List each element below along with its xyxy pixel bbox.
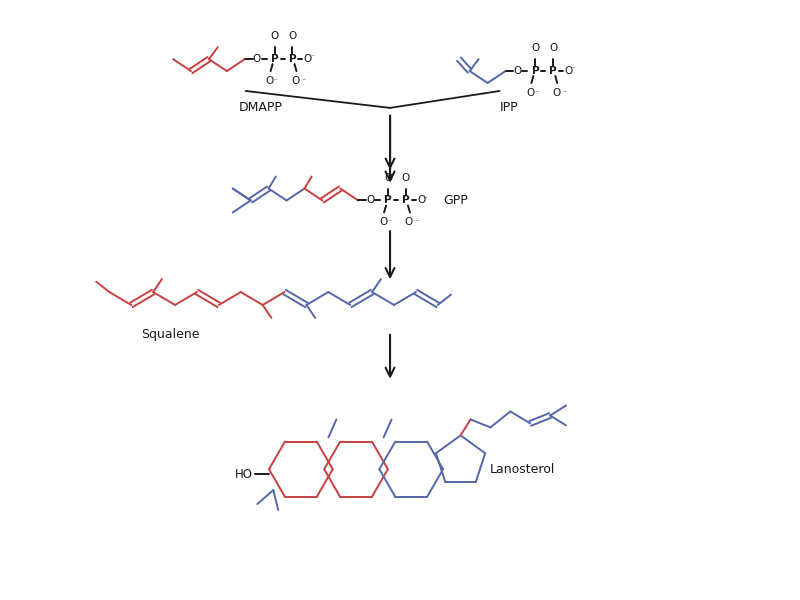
Text: P: P xyxy=(402,196,410,205)
Text: IPP: IPP xyxy=(500,101,519,114)
Text: O: O xyxy=(526,88,534,98)
Text: O: O xyxy=(384,173,392,182)
Text: P: P xyxy=(270,54,278,64)
Text: O: O xyxy=(514,66,522,76)
Text: ⁻: ⁻ xyxy=(534,88,538,97)
Text: P: P xyxy=(384,196,392,205)
Text: O: O xyxy=(366,196,374,205)
Text: O: O xyxy=(379,217,387,227)
Text: P: P xyxy=(531,66,539,76)
Text: O: O xyxy=(531,43,539,53)
Text: P: P xyxy=(550,66,557,76)
Text: O: O xyxy=(303,54,312,64)
Text: O: O xyxy=(417,196,425,205)
Text: O: O xyxy=(549,43,558,53)
Text: ⁻: ⁻ xyxy=(415,217,419,226)
Text: GPP: GPP xyxy=(443,194,467,207)
Text: P: P xyxy=(289,54,296,64)
Text: O: O xyxy=(288,31,297,41)
Text: O: O xyxy=(564,66,573,76)
Text: O: O xyxy=(405,217,413,227)
Text: O: O xyxy=(270,31,278,41)
Text: ⁻: ⁻ xyxy=(310,53,314,62)
Text: ⁻: ⁻ xyxy=(274,76,278,85)
Text: O: O xyxy=(253,54,261,64)
Text: DMAPP: DMAPP xyxy=(238,101,282,114)
Text: ⁻: ⁻ xyxy=(387,217,391,226)
Text: ⁻: ⁻ xyxy=(571,65,575,74)
Text: HO: HO xyxy=(235,467,253,481)
Text: ⁻: ⁻ xyxy=(302,76,306,85)
Text: Lanosterol: Lanosterol xyxy=(490,463,555,476)
Text: O: O xyxy=(291,76,300,86)
Text: O: O xyxy=(552,88,560,98)
Text: ⁻: ⁻ xyxy=(562,88,566,97)
Text: O: O xyxy=(266,76,274,86)
Text: ⁻: ⁻ xyxy=(424,194,428,203)
Text: Squalene: Squalene xyxy=(142,328,200,341)
Text: O: O xyxy=(402,173,410,182)
